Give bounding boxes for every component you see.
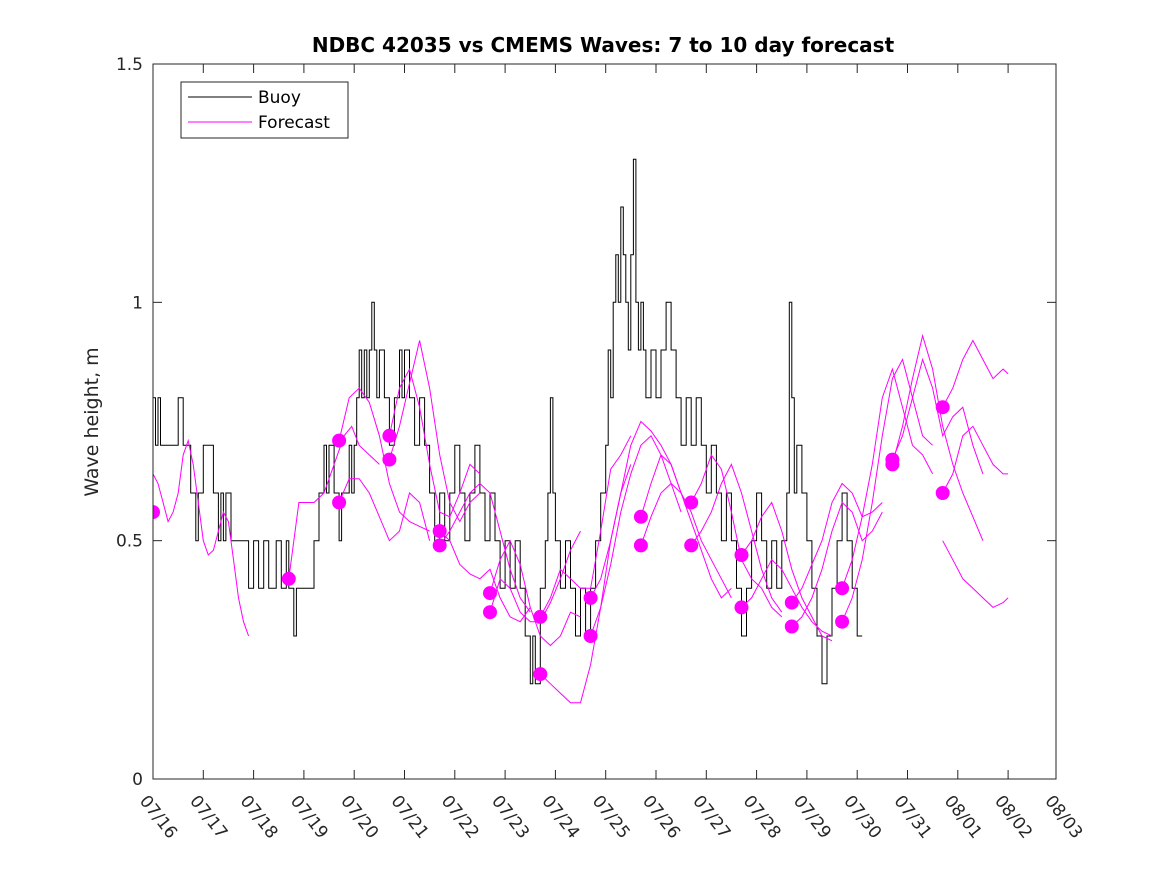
forecast-start-marker-27 bbox=[936, 487, 949, 500]
legend-label-forecast: Forecast bbox=[258, 113, 330, 133]
forecast-start-marker-5 bbox=[383, 453, 396, 466]
forecast-start-marker-8 bbox=[484, 587, 497, 600]
forecast-start-marker-20 bbox=[785, 596, 798, 609]
chart: NDBC 42035 vs CMEMS Waves: 7 to 10 day f… bbox=[0, 0, 1167, 875]
y-axis-label: Wave height, m bbox=[81, 347, 103, 496]
forecast-start-marker-25 bbox=[886, 458, 899, 471]
forecast-start-marker-15 bbox=[634, 539, 647, 552]
forecast-start-marker-12 bbox=[584, 591, 597, 604]
y-tick-label-3: 1.5 bbox=[116, 55, 143, 75]
legend: Buoy Forecast bbox=[181, 82, 348, 138]
forecast-start-marker-3 bbox=[333, 496, 346, 509]
forecast-start-marker-9 bbox=[484, 606, 497, 619]
forecast-start-marker-14 bbox=[634, 510, 647, 523]
forecast-start-marker-1 bbox=[282, 572, 295, 585]
forecast-start-marker-11 bbox=[534, 668, 547, 681]
forecast-start-marker-16 bbox=[685, 496, 698, 509]
chart-background bbox=[0, 0, 1167, 875]
y-tick-label-0: 0 bbox=[132, 770, 143, 790]
forecast-start-marker-6 bbox=[433, 525, 446, 538]
forecast-start-marker-22 bbox=[836, 582, 849, 595]
forecast-start-marker-7 bbox=[433, 539, 446, 552]
y-tick-label-2: 1 bbox=[132, 293, 143, 313]
forecast-start-marker-17 bbox=[685, 539, 698, 552]
forecast-start-marker-23 bbox=[836, 615, 849, 628]
forecast-start-marker-10 bbox=[534, 610, 547, 623]
forecast-start-marker-13 bbox=[584, 630, 597, 643]
forecast-start-marker-19 bbox=[735, 601, 748, 614]
legend-label-buoy: Buoy bbox=[258, 88, 301, 108]
forecast-start-marker-26 bbox=[936, 401, 949, 414]
forecast-start-marker-4 bbox=[383, 429, 396, 442]
forecast-start-marker-18 bbox=[735, 549, 748, 562]
forecast-start-marker-2 bbox=[333, 434, 346, 447]
forecast-start-marker-21 bbox=[785, 620, 798, 633]
y-tick-label-1: 0.5 bbox=[116, 532, 143, 552]
chart-title: NDBC 42035 vs CMEMS Waves: 7 to 10 day f… bbox=[312, 33, 895, 57]
